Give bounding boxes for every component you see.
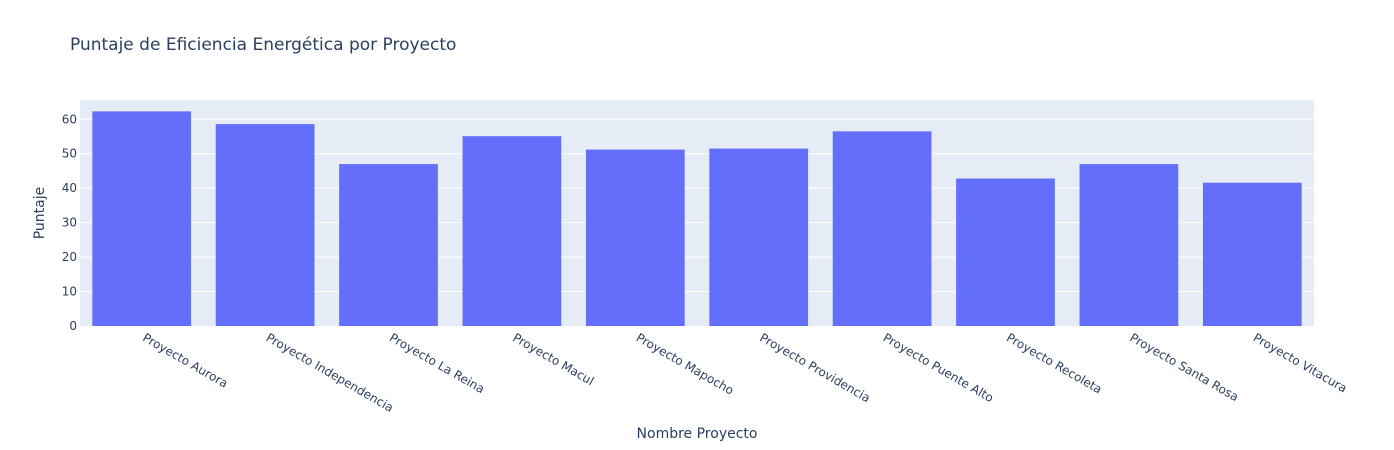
y-axis-title: Puntaje	[32, 187, 48, 240]
y-tick-label: 60	[62, 112, 77, 126]
x-tick-label: Proyecto Aurora	[140, 330, 230, 390]
y-tick-label: 20	[62, 250, 77, 264]
bar[interactable]	[92, 111, 192, 327]
bar[interactable]	[832, 131, 932, 326]
x-tick-label: Proyecto Mapocho	[634, 330, 736, 397]
bar[interactable]	[956, 178, 1055, 326]
x-axis-ticks: Proyecto Aurora Proyecto IndependenciaPro…	[140, 330, 1349, 414]
bar[interactable]	[215, 124, 315, 327]
y-tick-label: 50	[62, 147, 77, 161]
bar[interactable]	[585, 149, 685, 326]
x-tick-label: Proyecto Santa Rosa	[1127, 330, 1241, 404]
x-tick-label: Proyecto La Reina	[387, 330, 487, 396]
x-axis-title: Nombre Proyecto	[637, 426, 758, 442]
x-tick-label: Proyecto Independencia	[264, 330, 396, 414]
y-tick-label: 30	[62, 216, 77, 230]
x-tick-label: Proyecto Recoleta	[1004, 330, 1104, 396]
x-tick-label: Proyecto Vitacura	[1251, 330, 1350, 395]
x-tick-label: Proyecto Puente Alto	[881, 330, 996, 405]
bar[interactable]	[1079, 164, 1179, 326]
bar[interactable]	[462, 136, 562, 326]
bar[interactable]	[709, 148, 809, 326]
bar[interactable]	[339, 164, 438, 326]
chart-title: Puntaje de Eficiencia Energética por Pro…	[70, 35, 456, 55]
y-tick-label: 0	[69, 319, 77, 333]
bars	[92, 111, 1302, 327]
y-axis-ticks: 0 10 20 30 40 50 60	[62, 112, 77, 333]
y-tick-label: 40	[62, 181, 77, 195]
bar[interactable]	[1202, 182, 1302, 326]
y-tick-label: 10	[62, 285, 77, 299]
x-tick-label: Proyecto Macul	[510, 330, 596, 388]
x-tick-label: Proyecto Providencia	[757, 330, 873, 405]
